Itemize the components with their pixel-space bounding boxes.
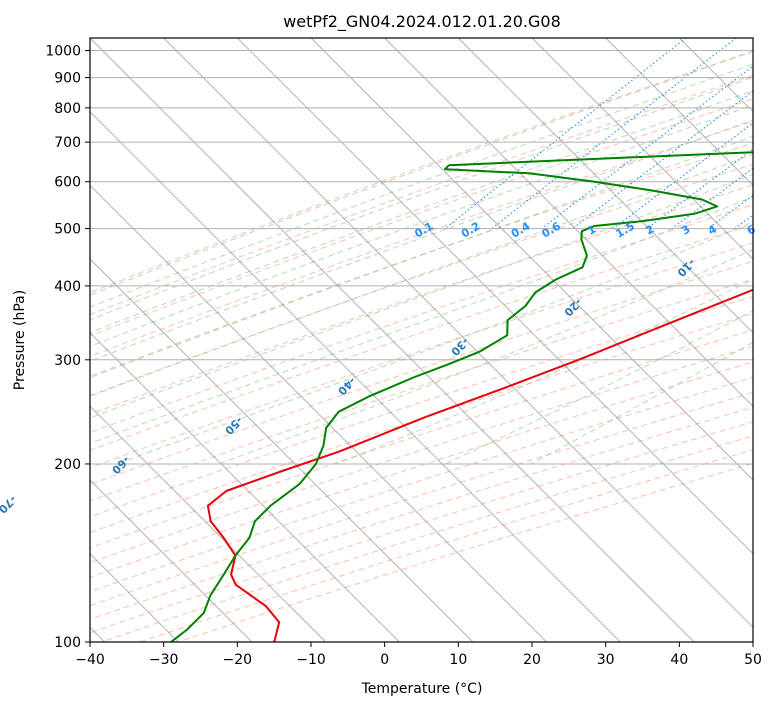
- dry-adiabat-line: [90, 329, 753, 549]
- axes: −40 −30 −20 −10 0 10 20 30 40 50 1000 900 800 700 600 5…: [45, 44, 762, 668]
- y-tick-label: 300: [54, 353, 81, 369]
- mixing-ratio-line: [541, 65, 753, 230]
- dry-adiabat-line: [90, 295, 753, 518]
- dry-adiabat-line: [177, 462, 753, 642]
- isotherm-label: -60: [109, 453, 132, 476]
- isotherm-line: [90, 331, 400, 642]
- x-tick-label: 40: [670, 652, 688, 668]
- dry-adiabat-line: [90, 142, 753, 377]
- dry-adiabat-line: [90, 120, 753, 357]
- moist-adiabat-line: [90, 173, 753, 419]
- profile-lines: [170, 151, 753, 642]
- moist-adiabat-line: [90, 63, 753, 308]
- moist-adiabat-line: [444, 310, 753, 465]
- isotherm-line: [678, 38, 753, 113]
- isotherm-line: [90, 110, 621, 642]
- mixing-ratio-line: [734, 214, 753, 230]
- isotherm-line: [163, 38, 753, 629]
- dry-adiabat-line: [90, 260, 753, 486]
- mixing-ratio-line: [444, 38, 687, 230]
- mixing-ratio-label: 6: [745, 222, 758, 237]
- moist-adiabat-line: [90, 153, 753, 397]
- mixing-ratio-line: [572, 90, 753, 230]
- dry-adiabat-line: [90, 312, 753, 534]
- isotherm-line: [752, 38, 753, 39]
- mixing-ratio-label: 0.4: [509, 219, 533, 240]
- dry-adiabat-line: [90, 74, 753, 316]
- moist-adiabat-line: [335, 279, 753, 465]
- dry-adiabat-line: [90, 223, 753, 451]
- x-axis-label: Temperature (°C): [361, 681, 483, 697]
- moist-adiabat-line: [218, 249, 753, 465]
- y-tick-label: 100: [54, 635, 81, 651]
- y-tick-label: 700: [54, 135, 81, 151]
- moist-adiabat-line: [90, 119, 753, 362]
- y-axis-label: Pressure (hPa): [12, 290, 28, 390]
- dry-adiabat-line: [90, 204, 753, 434]
- moist-adiabat-line: [90, 50, 753, 296]
- isotherm-line: [90, 38, 695, 642]
- isotherm-line: [90, 405, 327, 642]
- mixing-ratio-label: 0.1: [412, 220, 435, 241]
- moist-adiabat-line: [90, 104, 753, 347]
- mixing-ratio-label: 0.2: [459, 220, 482, 241]
- dry-adiabat-line: [90, 98, 753, 337]
- background-lines: [90, 38, 753, 642]
- moist-adiabat-line: [90, 196, 753, 444]
- isotherm-label: -70: [0, 493, 19, 516]
- isotherm-line: [605, 38, 753, 187]
- plot-frame: [89, 37, 754, 643]
- y-tick-label: 1000: [45, 44, 81, 60]
- x-tick-label: 0: [380, 652, 389, 668]
- dry-adiabat-line: [90, 345, 753, 564]
- x-tick-label: 30: [597, 652, 615, 668]
- chart-title: wetPf2_GN04.2024.012.01.20.G08: [283, 12, 561, 32]
- y-tick-label: 600: [54, 175, 81, 191]
- isotherm-label: -30: [448, 335, 471, 358]
- dry-adiabat-line: [90, 278, 753, 502]
- isotherm-label: -50: [222, 414, 245, 437]
- isotherm-line: [457, 38, 753, 334]
- dry-adiabat-line: [90, 376, 753, 593]
- y-tick-label: 500: [54, 222, 81, 238]
- x-tick-label: 20: [523, 652, 541, 668]
- mixing-ratio-label: 0.6: [540, 219, 564, 240]
- isotherm-line: [384, 38, 753, 408]
- dry-adiabat-line: [90, 184, 753, 415]
- x-tick-label: −40: [75, 652, 105, 668]
- dewpoint-profile-line: [170, 151, 753, 642]
- dry-adiabat-line: [90, 392, 753, 607]
- dry-adiabat-line: [90, 361, 753, 578]
- x-tick-label: 50: [744, 652, 762, 668]
- x-tick-label: −30: [149, 652, 179, 668]
- dry-adiabat-line: [90, 242, 753, 469]
- isotherm-line: [90, 479, 253, 642]
- dry-adiabat-line: [101, 435, 753, 642]
- moist-adiabat-line: [90, 76, 753, 321]
- isotherm-line: [90, 258, 474, 642]
- moist-adiabat-line: [90, 135, 753, 379]
- dry-adiabat-line: [90, 163, 753, 397]
- x-tick-label: −20: [223, 652, 253, 668]
- isotherm-line: [310, 38, 753, 481]
- y-tick-label: 900: [54, 71, 81, 87]
- isotherm-line: [236, 38, 753, 555]
- moist-adiabat-line: [90, 90, 753, 334]
- mixing-ratio-label: 2: [643, 223, 656, 238]
- mixing-ratio-line: [671, 167, 753, 230]
- dry-adiabat-line: [90, 50, 753, 294]
- y-tick-label: 800: [54, 101, 81, 117]
- temperature-profile-line: [206, 288, 753, 642]
- x-tick-label: −10: [296, 652, 326, 668]
- isotherm-line: [531, 38, 753, 260]
- y-tick-label: 400: [54, 279, 81, 295]
- isotherm-line: [90, 184, 548, 642]
- x-tick-label: 10: [449, 652, 467, 668]
- isotherm-label: -40: [335, 374, 358, 397]
- isotherm-label: -20: [561, 296, 584, 319]
- y-tick-label: 200: [54, 457, 81, 473]
